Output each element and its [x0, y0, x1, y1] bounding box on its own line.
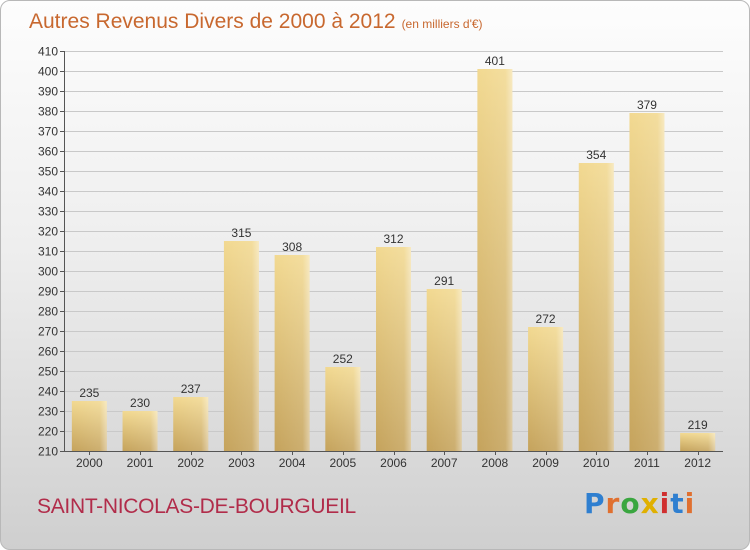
logo-letter: i [659, 487, 671, 520]
bar-highlight [122, 411, 158, 451]
y-tick-label: 320 [38, 225, 58, 239]
data-label: 312 [383, 232, 403, 246]
y-tick-label: 250 [38, 365, 58, 379]
y-tick-label: 230 [38, 405, 58, 419]
x-tick-label: 2008 [482, 456, 509, 470]
data-label: 401 [485, 54, 505, 68]
bar-highlight [325, 367, 361, 451]
bar-highlight [71, 401, 107, 451]
y-tick-label: 210 [38, 445, 58, 459]
bar-highlight [173, 397, 209, 451]
x-tick-label: 2005 [329, 456, 356, 470]
bar-highlight [528, 327, 564, 451]
y-tick-label: 330 [38, 205, 58, 219]
data-label: 272 [536, 312, 556, 326]
logo-letter: P [584, 487, 606, 520]
x-tick-label: 2012 [684, 456, 711, 470]
x-tick-label: 2009 [532, 456, 559, 470]
y-tick-label: 240 [38, 385, 58, 399]
y-tick-label: 410 [38, 45, 58, 59]
data-label: 252 [333, 352, 353, 366]
city-name: SAINT-NICOLAS-DE-BOURGUEIL [37, 495, 356, 518]
bar-highlight [629, 113, 665, 451]
y-tick-label: 400 [38, 65, 58, 79]
bar-highlight [376, 247, 411, 451]
x-tick-label: 2002 [177, 456, 204, 470]
bar-highlight [578, 163, 614, 451]
y-tick-label: 280 [38, 305, 58, 319]
logo-letter: x [640, 487, 660, 520]
data-label: 219 [688, 418, 708, 432]
data-label: 291 [434, 274, 454, 288]
data-label: 379 [637, 98, 657, 112]
y-axis-ticks: 210 220 230 240 250 260 270 280 290 300 310 320 330 3… [38, 45, 64, 459]
data-label: 308 [282, 240, 302, 254]
y-tick-label: 360 [38, 145, 58, 159]
y-tick-label: 340 [38, 185, 58, 199]
x-tick-label: 2003 [228, 456, 255, 470]
y-tick-label: 300 [38, 265, 58, 279]
logo-letter: i [684, 487, 696, 520]
x-tick-label: 2001 [127, 456, 154, 470]
x-tick-label: 2000 [76, 456, 103, 470]
y-tick-label: 270 [38, 325, 58, 339]
logo-letter: o [620, 487, 641, 520]
x-tick-label: 2007 [431, 456, 458, 470]
x-axis-ticks: 2000 2001 2002 2003 2004 2005 2006 2007 2008 2009… [76, 451, 711, 470]
y-tick-label: 370 [38, 125, 58, 139]
x-tick-label: 2006 [380, 456, 407, 470]
y-tick-label: 380 [38, 105, 58, 119]
data-label: 354 [586, 148, 606, 162]
x-tick-label: 2010 [583, 456, 610, 470]
bar-highlight [426, 289, 462, 451]
bar-highlight [223, 241, 259, 451]
proxiti-logo: Proxiti [584, 487, 695, 520]
y-tick-label: 260 [38, 345, 58, 359]
chart-subtitle: (en milliers d'€) [401, 17, 483, 31]
bar-highlight [477, 69, 513, 451]
y-tick-label: 310 [38, 245, 58, 259]
logo-letter: r [605, 487, 621, 520]
data-label: 230 [130, 396, 150, 410]
y-tick-label: 350 [38, 165, 58, 179]
x-tick-label: 2004 [279, 456, 306, 470]
y-tick-label: 290 [38, 285, 58, 299]
data-label: 235 [79, 386, 99, 400]
y-tick-label: 220 [38, 425, 58, 439]
chart-title-text: Autres Revenus Divers de 2000 à 2012 [29, 10, 396, 33]
data-label: 315 [231, 226, 251, 240]
bar-highlight [274, 255, 310, 451]
chart-title: Autres Revenus Divers de 2000 à 2012 (en … [29, 10, 483, 34]
bars: 235 230 237 315 308 252 312 291 401 272 354 379 219 [71, 54, 716, 451]
data-label: 237 [181, 382, 201, 396]
y-tick-label: 390 [38, 85, 58, 99]
bar-highlight [680, 433, 716, 451]
logo-letter: t [670, 487, 685, 520]
x-tick-label: 2011 [634, 456, 660, 470]
